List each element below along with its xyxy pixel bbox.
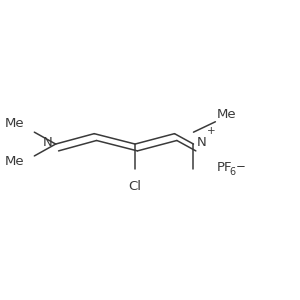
Text: Me: Me [5, 117, 25, 130]
Text: 6: 6 [230, 167, 236, 177]
Text: Me: Me [5, 155, 25, 168]
Text: Me: Me [217, 108, 236, 121]
Text: +: + [207, 126, 215, 136]
Text: PF: PF [217, 161, 232, 174]
Text: N: N [196, 136, 206, 149]
Text: −: − [236, 160, 246, 173]
Text: N: N [43, 136, 53, 149]
Text: Cl: Cl [129, 180, 142, 193]
